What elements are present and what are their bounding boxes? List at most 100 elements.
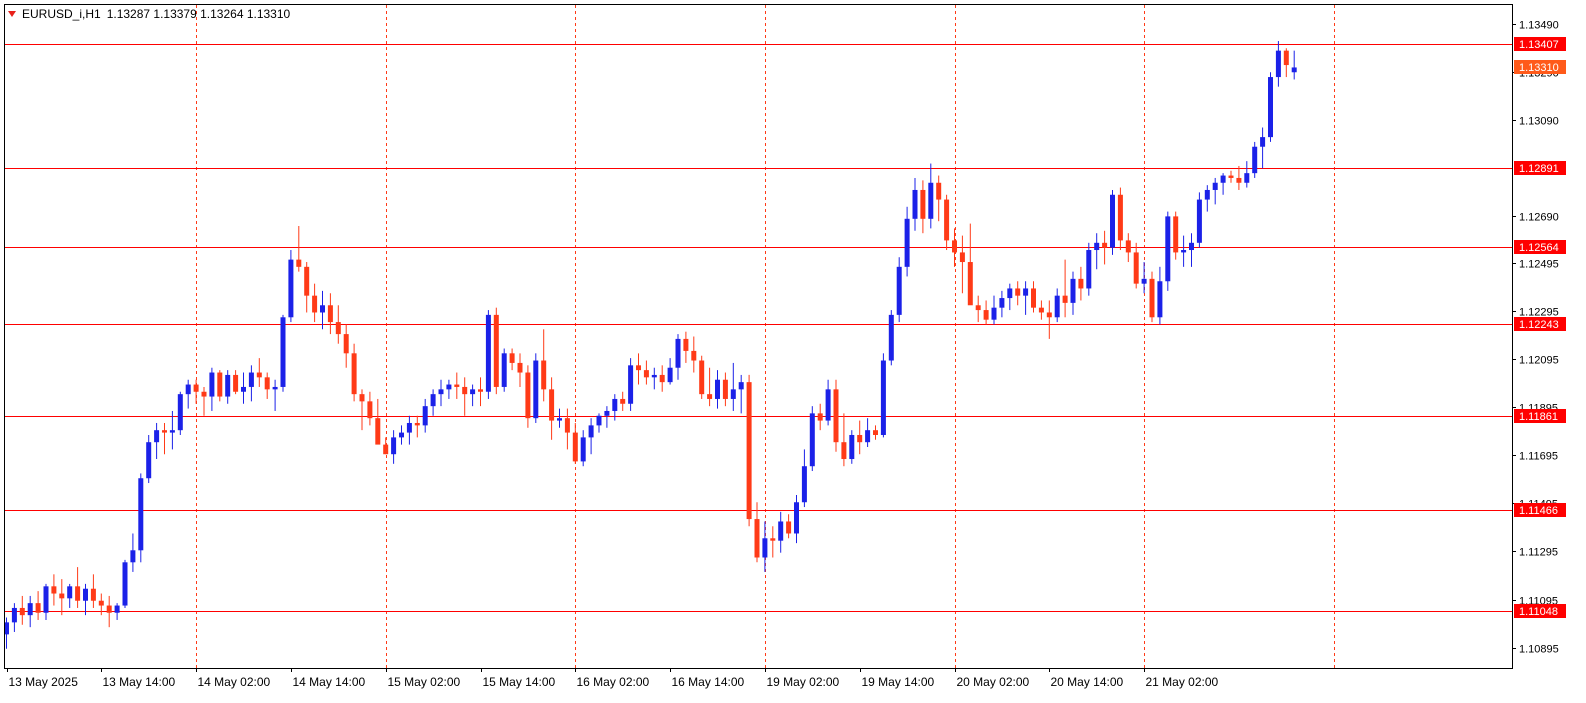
candle-body <box>1038 307 1044 313</box>
candle <box>359 389 365 431</box>
candle-body <box>841 442 847 460</box>
candle-body <box>422 406 428 426</box>
candle <box>857 420 863 455</box>
candle <box>406 415 412 445</box>
candle-body <box>399 432 404 438</box>
candle-body <box>241 386 246 392</box>
candle <box>130 533 136 572</box>
candle-body <box>699 360 705 395</box>
candle <box>59 579 65 616</box>
candle-body <box>1110 194 1115 248</box>
candle <box>335 305 341 344</box>
candle <box>430 389 436 416</box>
candle-body <box>857 434 863 443</box>
candle-body <box>557 418 562 421</box>
level-price-labels: 1.13407 1.12891 1.12564 1.12243 1.11861 1.114… <box>1514 37 1566 618</box>
candle-body <box>936 182 942 200</box>
candle <box>1236 165 1242 190</box>
candle-body <box>833 389 839 443</box>
candle-body <box>209 372 215 397</box>
candle <box>1110 189 1115 255</box>
candle <box>517 353 523 387</box>
candle-body <box>707 394 713 399</box>
candle <box>683 331 689 363</box>
candle <box>564 408 570 450</box>
candle-body <box>217 372 223 397</box>
candle <box>138 473 144 563</box>
candle-body <box>485 314 491 392</box>
candle-body <box>1054 295 1060 318</box>
candle-body <box>1173 216 1179 253</box>
candle <box>1157 266 1163 325</box>
candle <box>770 526 776 558</box>
candle-body <box>146 442 152 479</box>
level-price-label-bg <box>1514 409 1566 423</box>
candle-body <box>967 262 973 306</box>
candle-body <box>817 413 823 421</box>
candle <box>1291 50 1297 80</box>
y-tick-label: 1.11295 <box>1519 547 1558 559</box>
candle <box>896 257 902 323</box>
candle <box>414 415 420 438</box>
candle-body <box>1007 288 1013 299</box>
candle-body <box>1220 175 1226 183</box>
candle-body <box>1204 189 1210 200</box>
y-tick-label: 1.12095 <box>1519 355 1559 367</box>
candle-body <box>612 398 618 411</box>
candle <box>462 377 468 416</box>
candle <box>730 362 736 411</box>
candle <box>193 379 199 404</box>
candle-body <box>162 430 167 433</box>
candle <box>1204 185 1210 212</box>
level-price-label: 1.11466 <box>1514 503 1566 517</box>
candle-body <box>1275 50 1281 78</box>
level-price-label: 1.12891 <box>1514 161 1566 175</box>
candle-body <box>1141 278 1147 284</box>
candle <box>351 343 357 402</box>
candle <box>801 449 807 508</box>
candle <box>604 406 610 428</box>
candle-body <box>643 370 649 378</box>
candle-body <box>454 384 460 387</box>
candle <box>999 290 1005 318</box>
current-price-label: 1.13310 <box>1514 60 1566 74</box>
candle-body <box>1046 312 1052 318</box>
candle-body <box>359 394 365 402</box>
candle-body <box>691 350 697 361</box>
candle <box>786 514 792 539</box>
level-price-label-text: 1.11048 <box>1519 606 1558 618</box>
candle <box>90 574 96 608</box>
candles <box>4 41 1297 649</box>
level-price-label-text: 1.12243 <box>1519 319 1559 331</box>
candle <box>1268 72 1273 142</box>
candle-body <box>201 391 207 397</box>
dropdown-triangle-icon[interactable] <box>8 11 16 17</box>
candle <box>1062 259 1068 318</box>
candle-body <box>730 389 736 399</box>
candle <box>952 228 957 267</box>
candle-body <box>896 266 902 315</box>
candle <box>809 406 815 472</box>
candle-body <box>1228 175 1234 178</box>
candle-body <box>1070 278 1076 303</box>
candle <box>636 353 641 385</box>
candle <box>525 365 531 428</box>
horizontal-levels <box>5 44 1512 612</box>
candle-body <box>320 305 325 313</box>
candle-body <box>1149 278 1155 318</box>
candle <box>959 235 965 294</box>
level-price-label-text: 1.12564 <box>1519 242 1559 254</box>
candle-body <box>738 382 744 390</box>
candle <box>1070 271 1076 315</box>
ohlc-quote: 1.13287 1.13379 1.13264 1.13310 <box>106 7 291 21</box>
chart-header: EURUSD_i,H1 1.13287 1.13379 1.13264 1.13… <box>8 7 290 21</box>
candle <box>114 603 120 620</box>
candle-body <box>1133 252 1139 284</box>
candle-body <box>1244 173 1250 183</box>
candle <box>659 365 665 392</box>
candle-body <box>549 389 555 421</box>
x-tick-label: 19 May 14:00 <box>862 675 935 689</box>
x-tick-label: 15 May 02:00 <box>388 675 461 689</box>
candle <box>106 595 112 628</box>
